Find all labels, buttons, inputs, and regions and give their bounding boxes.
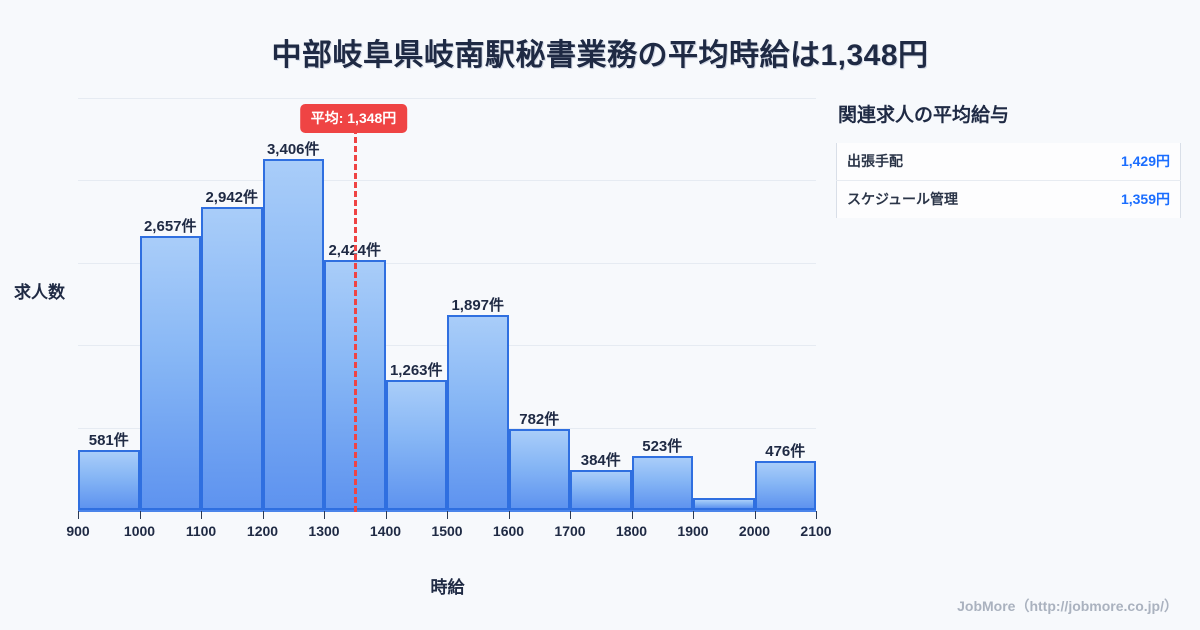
x-tick-mark <box>508 511 510 519</box>
y-axis-label: 求人数 <box>14 283 65 302</box>
x-tick-label: 1200 <box>246 523 279 539</box>
histogram-bar <box>631 456 693 510</box>
x-tick-label: 1400 <box>369 523 402 539</box>
histogram-bar <box>78 450 140 510</box>
gridline <box>78 262 816 264</box>
histogram-bar <box>262 159 324 510</box>
bar-value-label: 523件 <box>642 438 683 456</box>
x-tick-mark <box>385 511 387 519</box>
gridline <box>78 180 816 182</box>
bar-value-label: 1,263件 <box>389 361 443 379</box>
x-tick-label: 900 <box>66 523 90 539</box>
bar-value-label: 1,897件 <box>451 296 505 314</box>
x-tick-label: 1300 <box>308 523 340 539</box>
x-tick-label: 1700 <box>554 523 586 539</box>
histogram-bar <box>754 460 816 510</box>
bar-value-label: 581件 <box>88 432 129 450</box>
x-tick-mark <box>262 511 264 519</box>
x-tick-mark <box>447 511 448 519</box>
histogram-bar <box>570 470 632 510</box>
bar-value-label: 2,657件 <box>143 218 197 236</box>
related-salary-panel: 関連求人の平均給与 出張手配 1,429円 スケジュール管理 1,359円 <box>836 100 1184 218</box>
x-tick-mark <box>78 511 79 519</box>
mean-dashed-line <box>353 128 357 512</box>
bar-value-label: 384件 <box>580 452 621 470</box>
x-tick-label: 1500 <box>431 523 463 539</box>
x-tick-label: 1800 <box>615 523 648 539</box>
plot-area: 581件 2,657件 2,942件 3,406件 2,424件 1,263件 1,897件… <box>78 98 816 510</box>
bar-value-label: 3,406件 <box>266 141 320 159</box>
histogram-bar <box>385 379 447 510</box>
gridline <box>78 98 816 99</box>
histogram-bar <box>508 429 570 510</box>
x-tick-mark <box>324 511 325 519</box>
x-tick-mark <box>754 511 756 519</box>
table-row: 出張手配 1,429円 <box>836 143 1181 181</box>
x-tick-mark <box>631 511 633 519</box>
histogram-bar <box>693 497 755 510</box>
x-tick-label: 2000 <box>738 523 771 539</box>
x-tick-mark <box>570 511 571 519</box>
x-tick-mark <box>816 511 817 519</box>
x-axis-label: 時給 <box>430 578 465 597</box>
x-tick-label: 1000 <box>123 523 156 539</box>
page-title: 中部岐阜県岐南駅秘書業務の平均時給は1,348円 <box>271 39 929 72</box>
related-salary-table: 出張手配 1,429円 スケジュール管理 1,359円 <box>836 143 1181 218</box>
bar-value-label: 782件 <box>519 411 560 429</box>
related-salary-title: 関連求人の平均給与 <box>838 105 1010 126</box>
x-tick-label: 1600 <box>492 523 525 539</box>
x-tick-label: 1100 <box>185 523 217 539</box>
histogram-bar <box>201 206 263 510</box>
x-tick-mark <box>139 511 141 519</box>
histogram-bar <box>139 236 201 510</box>
bar-value-label: 476件 <box>765 442 806 460</box>
bar-value-label: 2,942件 <box>205 188 259 206</box>
x-tick-label: 2100 <box>800 523 832 539</box>
x-tick-mark <box>693 511 694 519</box>
x-tick-mark <box>201 511 202 519</box>
related-job-salary: 1,429円 <box>1061 143 1181 181</box>
x-tick-label: 1900 <box>677 523 709 539</box>
histogram-bar <box>447 314 509 510</box>
footer-credit: JobMore（http://jobmore.co.jp/） <box>957 598 1178 614</box>
related-job-salary: 1,359円 <box>1061 180 1181 218</box>
related-job-name: 出張手配 <box>836 143 1062 181</box>
mean-badge: 平均: 1,348円 <box>299 104 408 133</box>
related-job-name: スケジュール管理 <box>836 180 1062 218</box>
table-row: スケジュール管理 1,359円 <box>836 180 1181 218</box>
